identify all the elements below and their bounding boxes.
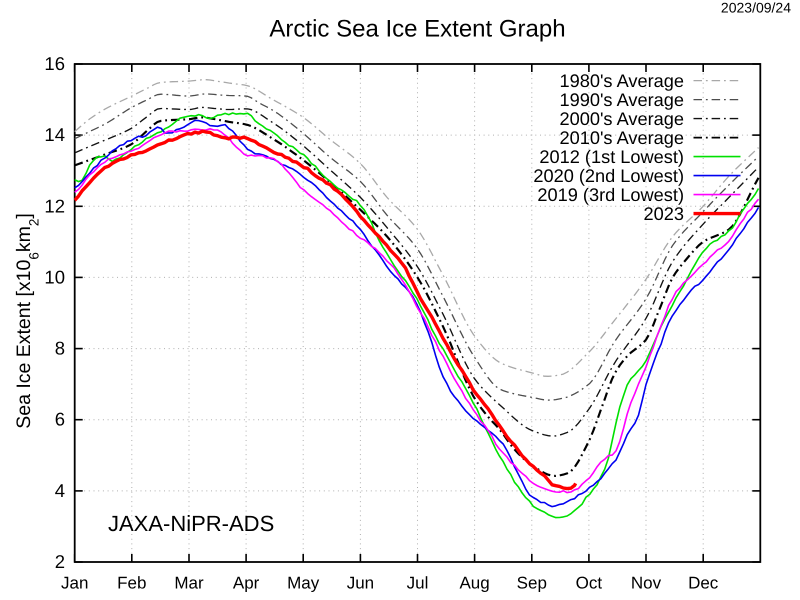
svg-text:Apr: Apr bbox=[233, 573, 260, 592]
svg-text:Aug: Aug bbox=[459, 573, 489, 592]
svg-text:2023: 2023 bbox=[644, 204, 684, 224]
svg-text:2020 (2nd Lowest): 2020 (2nd Lowest) bbox=[533, 166, 684, 186]
svg-text:Dec: Dec bbox=[688, 573, 719, 592]
svg-text:Arctic Sea Ice Extent Graph: Arctic Sea Ice Extent Graph bbox=[269, 15, 565, 42]
svg-text:4: 4 bbox=[55, 480, 65, 501]
svg-text:2010's Average: 2010's Average bbox=[560, 128, 685, 148]
svg-text:2012 (1st Lowest): 2012 (1st Lowest) bbox=[539, 147, 684, 167]
svg-text:12: 12 bbox=[44, 195, 65, 216]
svg-text:May: May bbox=[287, 573, 320, 592]
svg-text:8: 8 bbox=[55, 338, 65, 359]
svg-text:2019 (3rd Lowest): 2019 (3rd Lowest) bbox=[537, 185, 684, 205]
svg-text:6: 6 bbox=[55, 409, 65, 430]
svg-text:10: 10 bbox=[44, 266, 65, 287]
svg-text:Feb: Feb bbox=[117, 573, 146, 592]
svg-text:1990's Average: 1990's Average bbox=[560, 90, 685, 110]
svg-text:JAXA-NiPR-ADS: JAXA-NiPR-ADS bbox=[108, 511, 274, 536]
svg-text:2000's Average: 2000's Average bbox=[560, 109, 685, 129]
svg-text:Jun: Jun bbox=[347, 573, 374, 592]
svg-text:14: 14 bbox=[44, 124, 65, 145]
svg-text:Nov: Nov bbox=[631, 573, 662, 592]
svg-text:2: 2 bbox=[55, 551, 65, 572]
svg-text:2023/09/24: 2023/09/24 bbox=[721, 0, 791, 16]
svg-text:16: 16 bbox=[44, 53, 65, 74]
svg-text:Mar: Mar bbox=[174, 573, 204, 592]
svg-text:Jul: Jul bbox=[407, 573, 429, 592]
svg-text:Sep: Sep bbox=[517, 573, 547, 592]
svg-text:1980's Average: 1980's Average bbox=[560, 71, 685, 91]
svg-text:Oct: Oct bbox=[576, 573, 603, 592]
svg-text:Jan: Jan bbox=[61, 573, 88, 592]
